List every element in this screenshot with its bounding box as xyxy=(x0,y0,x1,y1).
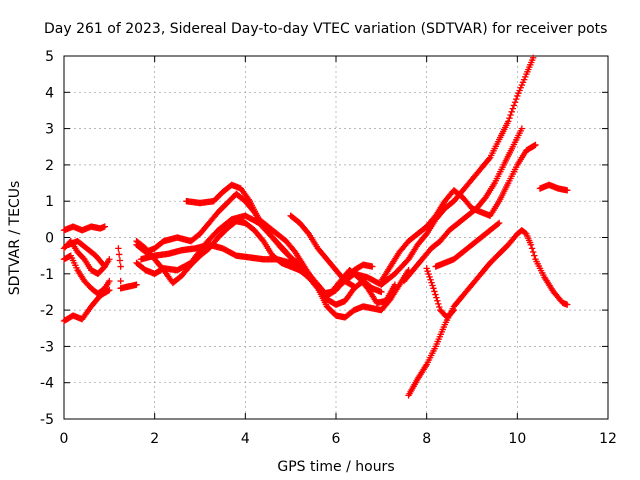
data-point xyxy=(133,281,140,288)
data-point xyxy=(435,300,442,308)
data-point xyxy=(431,288,438,295)
data-point xyxy=(527,241,535,248)
series-track-18 xyxy=(287,212,358,290)
x-tick-label: 2 xyxy=(150,431,159,447)
series-track-13 xyxy=(400,125,526,285)
data-point xyxy=(518,125,526,132)
y-tick-label: -5 xyxy=(40,412,54,428)
series-track-15 xyxy=(432,219,503,270)
series-track-11 xyxy=(133,54,537,299)
data-point xyxy=(532,141,539,149)
series-track-2 xyxy=(60,223,108,234)
data-point xyxy=(510,102,518,109)
data-point xyxy=(429,282,436,289)
data-point xyxy=(494,220,502,228)
y-tick-label: 4 xyxy=(45,85,54,101)
data-point xyxy=(117,277,124,285)
series-track-12 xyxy=(378,141,539,285)
data-point xyxy=(106,256,113,263)
data-point xyxy=(485,155,493,163)
y-axis-label: SDTVAR / TECUs xyxy=(7,181,23,296)
y-tick-label: -2 xyxy=(40,303,54,319)
y-tick-label: 1 xyxy=(45,194,54,210)
y-tick-label: 2 xyxy=(45,158,54,174)
series-track-6 xyxy=(115,245,140,292)
data-point xyxy=(508,108,515,116)
y-tick-label: -4 xyxy=(40,376,54,392)
grid-layer xyxy=(64,56,608,419)
series-track-7 xyxy=(133,217,385,308)
x-tick-label: 6 xyxy=(332,431,341,447)
x-axis-label: GPS time / hours xyxy=(277,459,394,475)
data-point xyxy=(106,286,113,294)
data-point xyxy=(101,223,108,230)
x-tick-label: 12 xyxy=(599,431,617,447)
series-track-3 xyxy=(60,237,113,277)
data-point xyxy=(505,118,512,125)
series-track-17 xyxy=(536,181,571,194)
data-marks xyxy=(60,54,571,399)
data-point xyxy=(513,95,520,103)
data-point xyxy=(117,263,124,270)
data-point xyxy=(509,105,516,112)
series-track-1 xyxy=(60,286,113,325)
data-point xyxy=(350,283,358,290)
data-point xyxy=(531,252,538,259)
x-tick-label: 10 xyxy=(508,431,526,447)
data-point xyxy=(101,263,108,270)
data-point xyxy=(434,297,441,304)
data-point xyxy=(423,265,430,272)
data-point xyxy=(564,187,571,194)
data-point xyxy=(424,268,431,275)
data-point xyxy=(507,111,514,119)
data-point xyxy=(115,251,123,258)
data-point xyxy=(427,276,434,283)
data-point xyxy=(378,288,385,296)
data-point xyxy=(450,306,458,314)
data-point xyxy=(564,301,571,308)
y-tick-label: -3 xyxy=(40,339,54,355)
data-point xyxy=(430,285,437,292)
series-track-5 xyxy=(65,237,108,270)
data-point xyxy=(369,263,376,270)
data-point xyxy=(506,114,513,122)
y-tick-label: 0 xyxy=(45,231,54,247)
data-point xyxy=(436,303,443,311)
data-point xyxy=(432,291,439,298)
y-tick-label: 3 xyxy=(45,122,54,138)
x-tick-label: 4 xyxy=(241,431,250,447)
data-point xyxy=(428,279,435,286)
data-point xyxy=(426,273,433,281)
data-point xyxy=(530,54,537,62)
series-track-14 xyxy=(405,227,571,399)
data-point xyxy=(425,270,432,278)
x-tick-label: 0 xyxy=(60,431,69,447)
data-point xyxy=(528,245,536,252)
data-point xyxy=(105,287,112,295)
data-point xyxy=(496,219,503,227)
data-point xyxy=(106,277,113,285)
series-track-16 xyxy=(423,265,458,321)
data-point xyxy=(530,248,537,256)
chart-title: Day 261 of 2023, Sidereal Day-to-day VTE… xyxy=(44,21,607,37)
data-point xyxy=(511,99,519,106)
data-point xyxy=(116,257,124,264)
data-point xyxy=(100,262,107,269)
x-tick-label: 8 xyxy=(422,431,431,447)
series-track-4 xyxy=(60,252,113,297)
y-tick-label: 5 xyxy=(45,49,54,65)
data-point xyxy=(115,245,122,252)
data-point xyxy=(433,294,440,301)
y-tick-label: -1 xyxy=(40,267,54,283)
data-point xyxy=(449,307,457,315)
